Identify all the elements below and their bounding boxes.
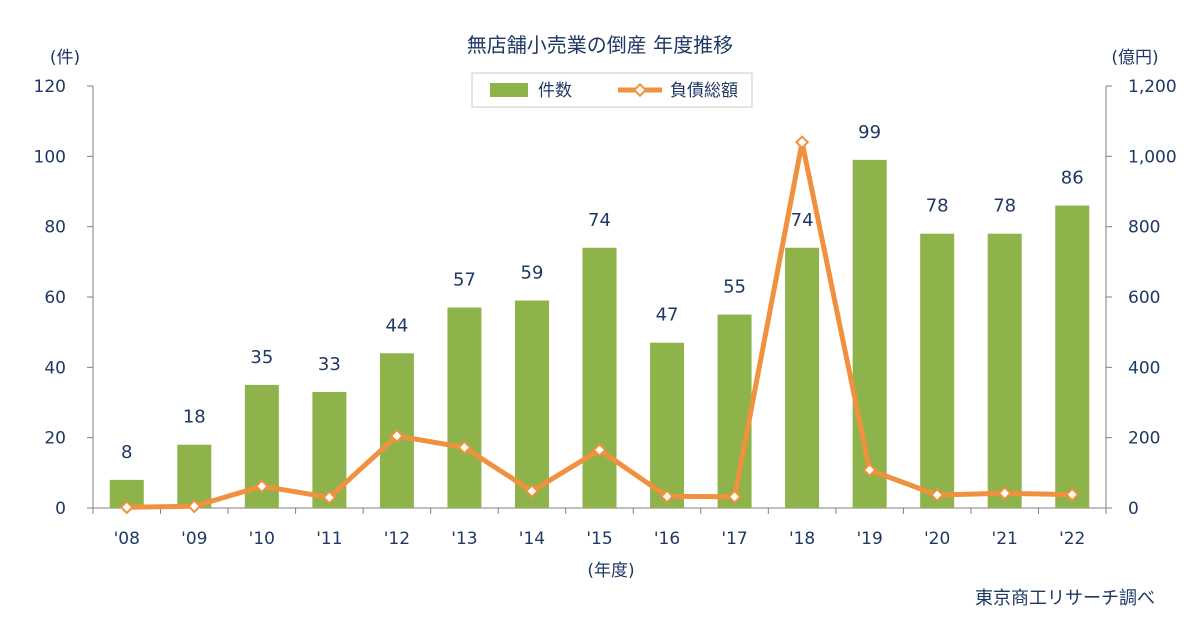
right-tick-label: 0 <box>1128 499 1139 519</box>
bar-data-label: 74 <box>588 210 611 231</box>
bar-data-label: 78 <box>993 196 1016 217</box>
bar-data-label: 18 <box>183 407 206 428</box>
left-axis-unit: (件) <box>50 48 80 68</box>
debt-point-13 <box>457 440 472 455</box>
debt-point-11 <box>322 490 337 505</box>
right-tick-label: 800 <box>1128 218 1160 238</box>
right-tick-label: 1,200 <box>1128 77 1177 97</box>
left-tick-label: 20 <box>44 429 66 449</box>
right-axis-unit: (億円) <box>1111 48 1158 68</box>
x-tick-label: '17 <box>721 529 747 549</box>
x-tick-label: '14 <box>519 529 545 549</box>
bar-data-label: 33 <box>318 354 341 375</box>
source-note: 東京商工リサーチ調べ <box>975 588 1155 609</box>
bar-data-label: 8 <box>121 442 132 463</box>
debt-point-18 <box>795 135 810 150</box>
x-axis-label: (年度) <box>587 561 634 581</box>
debt-point-20 <box>930 487 945 503</box>
legend-label-debt: 負債総額 <box>670 81 738 101</box>
debt-point-12 <box>389 428 404 443</box>
right-tick-label: 1,000 <box>1128 147 1177 167</box>
x-tick-label: '15 <box>586 529 612 549</box>
debt-point-19 <box>862 462 877 478</box>
left-tick-label: 60 <box>44 288 66 308</box>
bar-15 <box>582 247 617 508</box>
x-tick-label: '13 <box>451 529 477 549</box>
x-tick-label: '16 <box>654 529 680 549</box>
bar-17 <box>717 314 752 508</box>
bar-20 <box>920 233 955 508</box>
x-tick-label: '08 <box>114 529 140 549</box>
debt-point-15 <box>592 442 607 458</box>
left-tick-label: 120 <box>34 77 66 97</box>
bar-data-label: 47 <box>656 305 679 326</box>
legend-line-marker <box>632 82 648 98</box>
x-tick-label: '12 <box>384 529 410 549</box>
bar-data-label: 55 <box>723 277 746 298</box>
bar-14 <box>514 300 549 508</box>
legend: 件数 負債総額 <box>471 72 753 108</box>
bar-09 <box>177 444 212 508</box>
debt-point-08 <box>119 500 134 515</box>
bar-16 <box>650 342 685 508</box>
chart-title: 無店舗小売業の倒産 年度推移 <box>467 33 733 57</box>
x-tick-label: '09 <box>181 529 207 549</box>
debt-point-22 <box>1065 487 1080 502</box>
debt-point-16 <box>659 489 675 504</box>
legend-bar-swatch <box>490 83 528 97</box>
bar-19 <box>852 159 887 508</box>
left-tick-label: 0 <box>55 499 66 519</box>
x-tick-label: '18 <box>789 529 815 549</box>
bar-data-label: 78 <box>926 196 949 217</box>
x-tick-label: '22 <box>1059 529 1085 549</box>
debt-point-10 <box>254 479 269 494</box>
bar-data-label: 74 <box>791 210 814 231</box>
left-tick-label: 40 <box>44 358 66 378</box>
bar-18 <box>785 247 820 508</box>
left-tick-label: 100 <box>34 147 66 167</box>
x-tick-label: '10 <box>249 529 275 549</box>
debt-point-17 <box>727 489 742 504</box>
legend-label-count: 件数 <box>538 81 572 101</box>
right-tick-label: 400 <box>1128 358 1160 378</box>
bar-data-label: 44 <box>385 315 408 336</box>
bar-21 <box>987 233 1022 508</box>
x-tick-label: '21 <box>992 529 1018 549</box>
x-tick-label: '20 <box>924 529 950 549</box>
x-tick-label: '19 <box>856 529 882 549</box>
bar-13 <box>447 307 482 508</box>
left-tick-label: 80 <box>44 218 66 238</box>
debt-point-21 <box>997 486 1012 501</box>
plot-area: 0 20 40 60 80 100 120 0 200 400 600 800 1,000 1,200 '0… <box>34 77 1177 549</box>
bar-data-label: 35 <box>250 347 273 368</box>
right-tick-label: 200 <box>1128 429 1160 449</box>
x-tick-label: '11 <box>316 529 342 549</box>
bar-data-label: 57 <box>453 270 476 291</box>
bar-data-label: 86 <box>1061 168 1084 189</box>
debt-point-14 <box>524 484 540 499</box>
bar-22 <box>1055 205 1090 509</box>
right-tick-label: 600 <box>1128 288 1160 308</box>
bar-data-label: 59 <box>521 263 544 284</box>
bar-data-label: 99 <box>858 122 881 143</box>
debt-point-09 <box>187 499 202 514</box>
